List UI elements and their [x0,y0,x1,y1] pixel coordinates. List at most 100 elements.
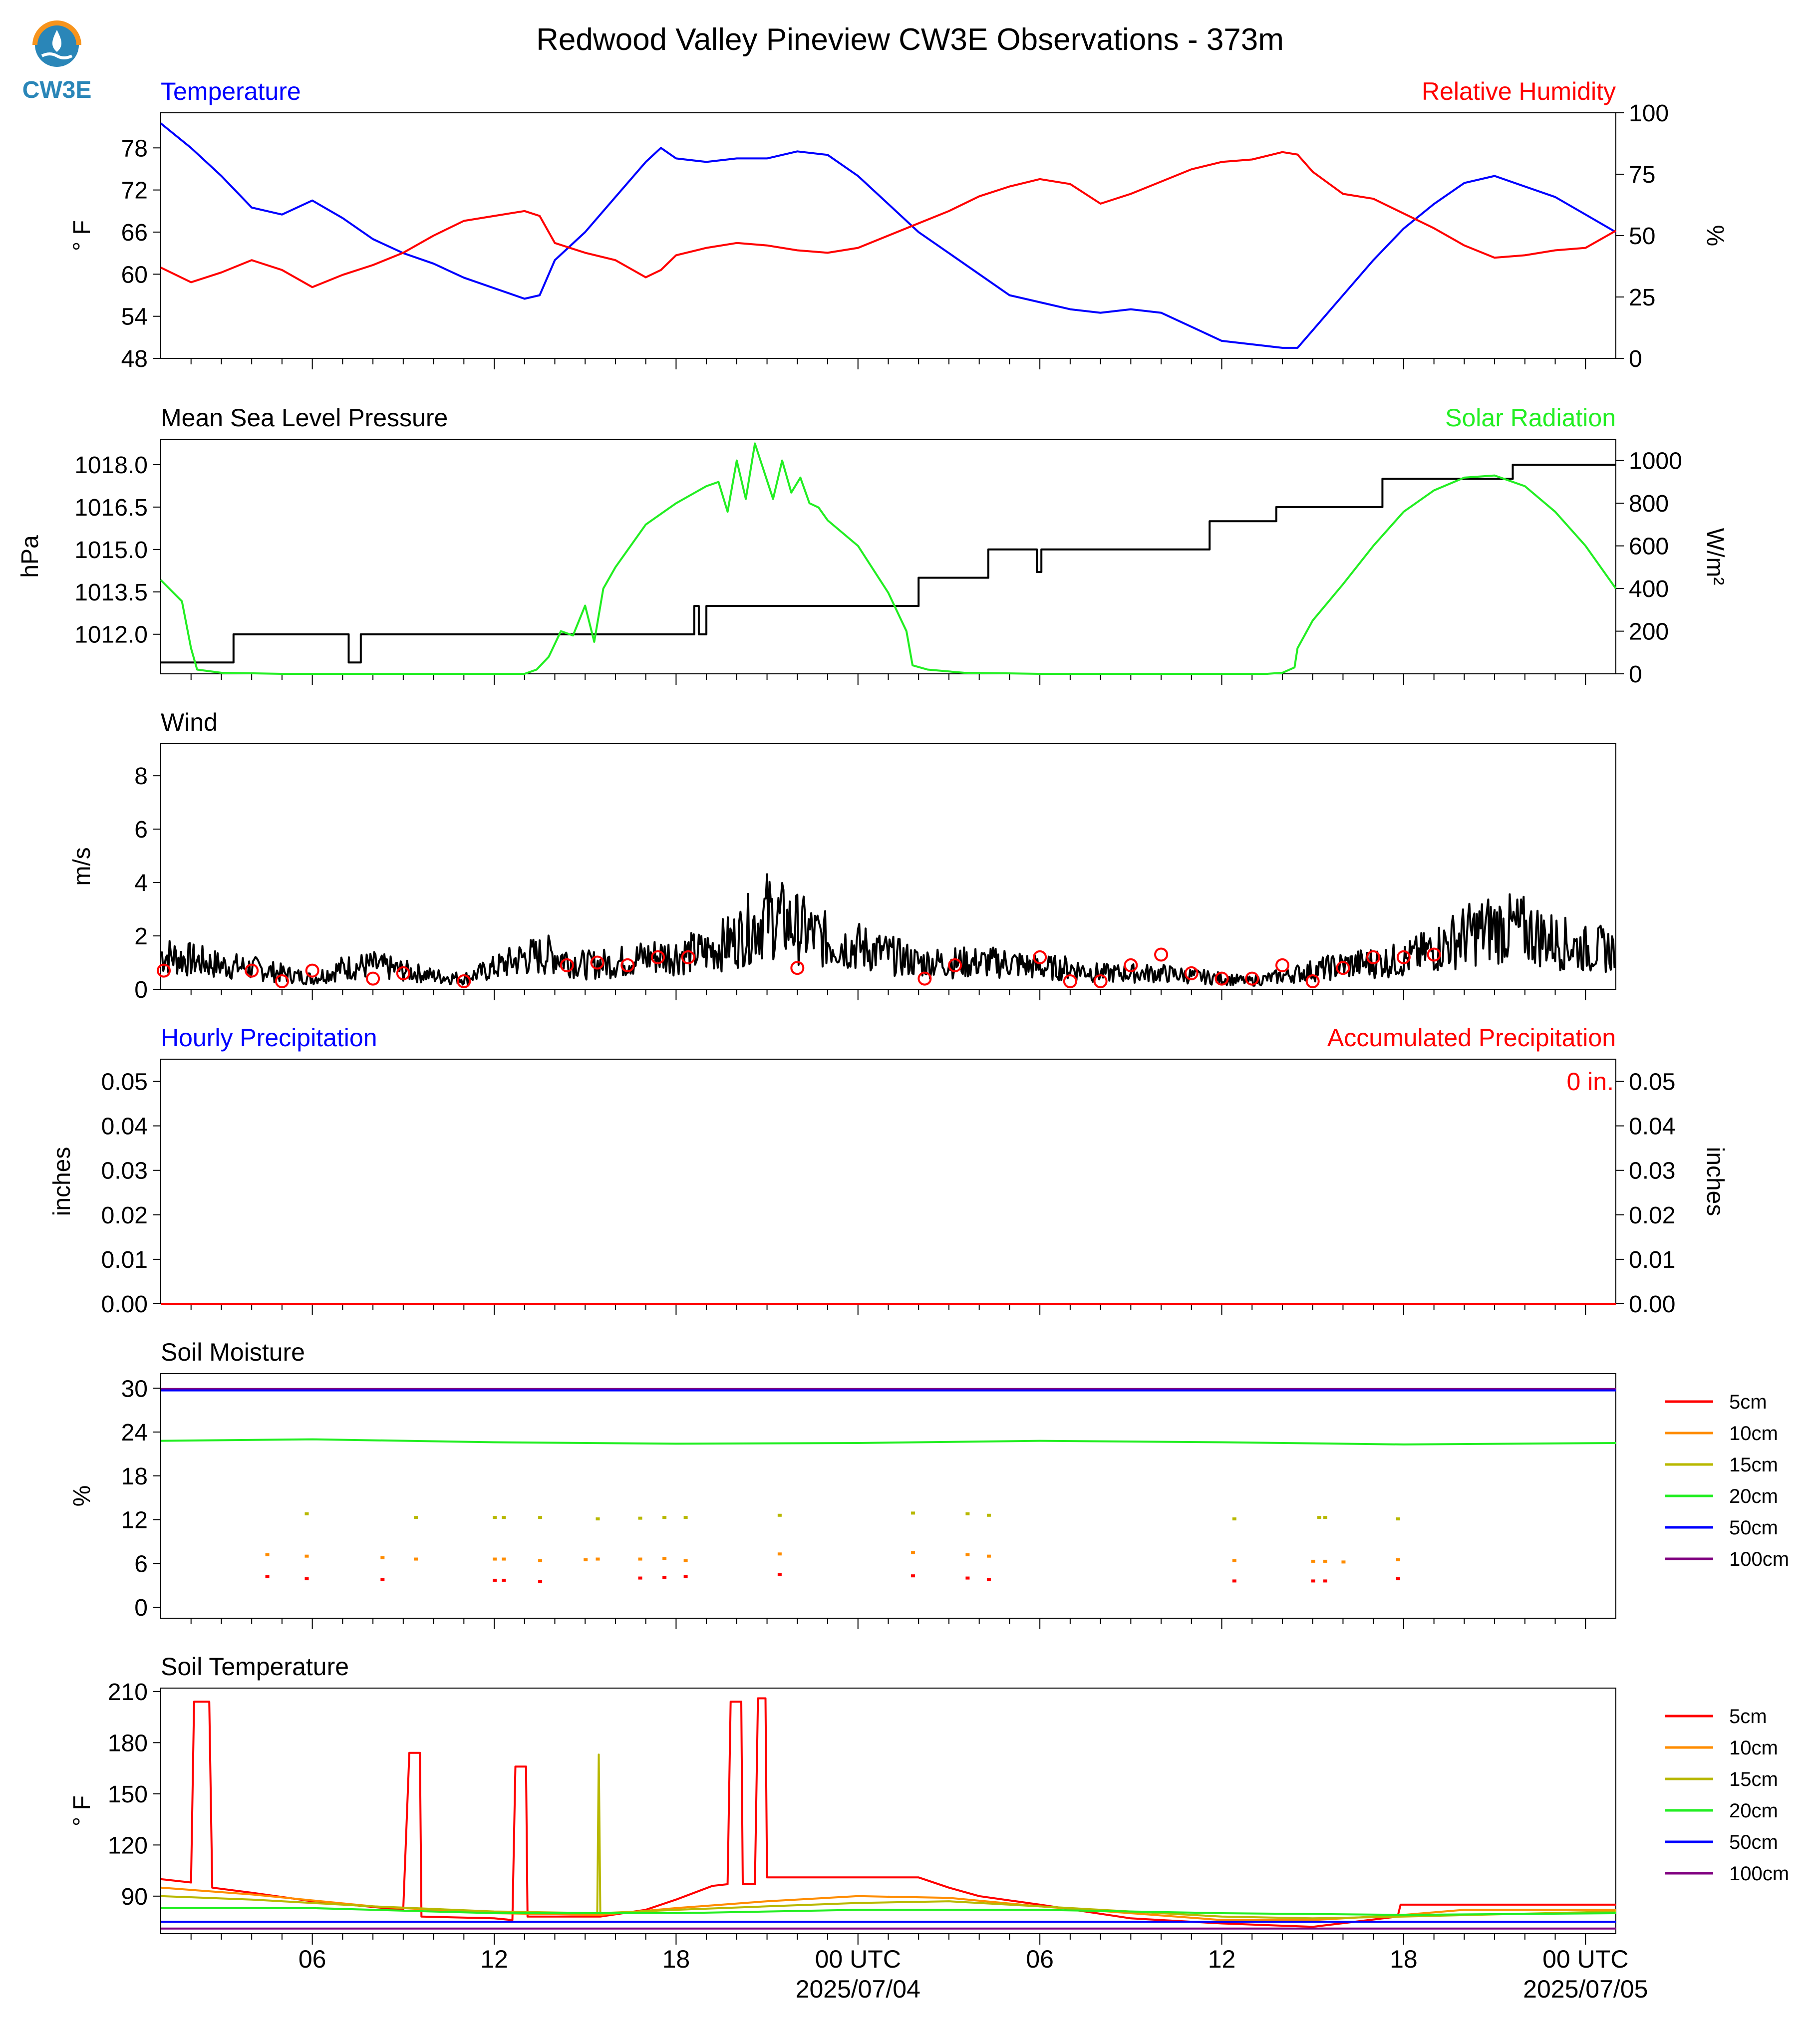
logo-water-icon [52,30,62,52]
panel-left-title: Wind [161,708,218,736]
legend-label: 50cm [1729,1517,1778,1539]
wind-barb-calm [1124,958,1138,972]
y2-tick-label: 0.01 [1629,1247,1675,1273]
wind-barb-calm [1366,950,1381,964]
wind-barb-calm [1396,950,1411,964]
soil-moisture-point [638,1576,642,1580]
wind-barb-calm [790,961,805,975]
series-15cm [160,1753,1616,1920]
y-tick-label: 150 [108,1781,148,1808]
x-tick-label: 18 [1390,1945,1418,1973]
wind-barb-calm [457,974,471,988]
wind-barb-calm [917,971,932,986]
wind-barb-calm [681,950,695,964]
soil-moisture-point [638,1516,642,1520]
y-tick-label: 2 [134,923,148,950]
wind-barb-calm [157,963,171,978]
soil-moisture-point [1311,1579,1315,1583]
soil-moisture-point [493,1557,497,1561]
soil-moisture-point [1396,1517,1400,1521]
series-relative-humidity [160,151,1616,289]
y-axis-label: hPa [17,535,43,578]
wind-barb-calm [1427,947,1441,962]
x-date-label: 2025/07/05 [1523,1975,1648,2003]
panel-annotation: 0 in. [1566,1068,1614,1096]
y-tick-label: 6 [134,1551,148,1577]
soil-moisture-point [380,1578,385,1581]
soil-moisture-point [538,1580,543,1583]
panel-soil-temperature: Soil Temperature 90 120 150 180 210 ° F 5cm 10cm… [69,1653,1789,1945]
soil-moisture-point [638,1557,642,1561]
soil-moisture-point [596,1557,600,1561]
soil-moisture-point [1323,1579,1327,1583]
legend-label: 10cm [1729,1423,1778,1445]
y2-tick-label: 25 [1629,285,1655,311]
y-tick-label: 1013.5 [74,579,148,606]
y2-tick-label: 200 [1629,619,1669,645]
x-tick-label: 12 [480,1945,508,1973]
wind-barb-calm [560,958,574,972]
soil-moisture-point [986,1554,991,1558]
wind-barb-calm [1033,950,1047,964]
y-tick-label: 0.00 [101,1291,148,1318]
legend-label: 20cm [1729,1485,1778,1507]
wind-barb-calm [1336,961,1350,975]
soil-moisture-point [1341,1560,1346,1564]
soil-moisture-point [662,1557,667,1560]
y-tick-label: 30 [121,1376,148,1402]
soil-moisture-point [414,1516,418,1519]
wind-barb-calm [1154,947,1169,962]
x-tick-label: 06 [299,1945,326,1973]
y2-tick-label: 100 [1629,100,1669,127]
chart-title: Redwood Valley Pineview CW3E Observation… [536,22,1284,57]
wind-barb-calm [650,950,665,964]
y-tick-label: 4 [134,870,148,896]
y-axis-label: ° F [69,1795,95,1826]
panel-soil-moisture: Soil Moisture 0 6 12 18 24 30% 5cm 10cm 15cm 20cm 5… [69,1338,1789,1629]
y2-axis-label: inches [1702,1147,1728,1216]
series-20cm [160,1438,1616,1446]
soil-moisture-point [502,1578,506,1582]
wind-barb-calm [305,963,319,978]
y-tick-label: 210 [108,1679,148,1706]
y-tick-label: 12 [121,1507,148,1534]
panel-frame [160,1059,1616,1304]
series-wind [160,873,1616,987]
y-tick-label: 66 [121,220,148,246]
panel-temperature: Temperature Relative Humidity 48 54 60 66 72 78… [69,77,1728,372]
wind-barb-calm [590,955,605,970]
chart-panels: Temperature Relative Humidity485460667278… [17,77,1789,2003]
soil-moisture-point [986,1513,991,1517]
x-tick-label: 00 UTC [815,1945,901,1973]
panel-right-title: Solar Radiation [1445,404,1616,432]
wind-barb-calm [948,958,962,972]
wind-barb-calm [1245,971,1259,986]
wind-barb-calm [396,966,410,980]
soil-moisture-point [911,1574,915,1578]
legend-label: 5cm [1729,1391,1767,1413]
y2-tick-label: 0 [1629,346,1642,372]
soil-moisture-point [493,1516,497,1519]
y-tick-label: 72 [121,178,148,204]
wind-barb-calm [1184,966,1199,980]
y-tick-label: 0 [134,977,148,1003]
soil-moisture-point [1232,1559,1236,1562]
y-tick-label: 8 [134,763,148,790]
y-tick-label: 120 [108,1832,148,1859]
series-solar-radiation [160,442,1617,675]
y-tick-label: 48 [121,346,148,372]
x-date-label: 2025/07/04 [796,1975,920,2003]
soil-moisture-point [538,1516,543,1519]
legend-label: 100cm [1729,1863,1789,1885]
y-tick-label: 0.04 [101,1114,148,1140]
y2-tick-label: 600 [1629,534,1669,560]
legend-label: 5cm [1729,1706,1767,1728]
soil-moisture-point [1311,1559,1315,1563]
soil-moisture-point [502,1516,506,1519]
soil-moisture-point [965,1576,970,1580]
y-axis-label: ° F [69,220,95,251]
soil-moisture-point [911,1551,915,1554]
soil-moisture-point [304,1554,309,1558]
legend-label: 15cm [1729,1768,1778,1790]
panel-wind: Wind 0 2 4 6 8 m/s [69,708,1616,1003]
